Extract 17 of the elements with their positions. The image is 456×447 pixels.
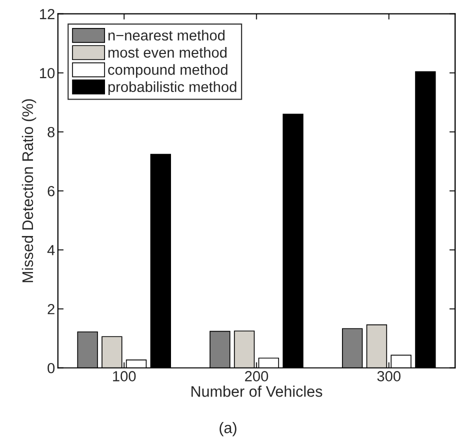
y-tick-label: 8 bbox=[48, 126, 54, 138]
y-tick-label: 0 bbox=[48, 362, 55, 374]
x-axis-title: Number of Vehicles bbox=[192, 386, 322, 397]
y-tick-label: 2 bbox=[48, 304, 54, 314]
legend-label: most even method bbox=[108, 47, 227, 58]
x-tick-label: 100 bbox=[113, 371, 136, 382]
text: (a) bbox=[220, 422, 236, 436]
x-tick-label: 200 bbox=[245, 371, 268, 382]
y-axis-title: Missed Detection Ratio (%) bbox=[22, 99, 36, 282]
y-tick-label: 12 bbox=[40, 8, 54, 20]
y-tick-label: 4 bbox=[47, 245, 55, 256]
x-tick-label: 300 bbox=[377, 371, 400, 382]
legend-label: n−nearest method bbox=[108, 30, 225, 41]
legend-label: compound method bbox=[108, 64, 228, 78]
y-tick-label: 10 bbox=[40, 68, 55, 78]
y-tick-label: 6 bbox=[48, 186, 54, 196]
legend-label: probabilistic method bbox=[108, 81, 236, 95]
